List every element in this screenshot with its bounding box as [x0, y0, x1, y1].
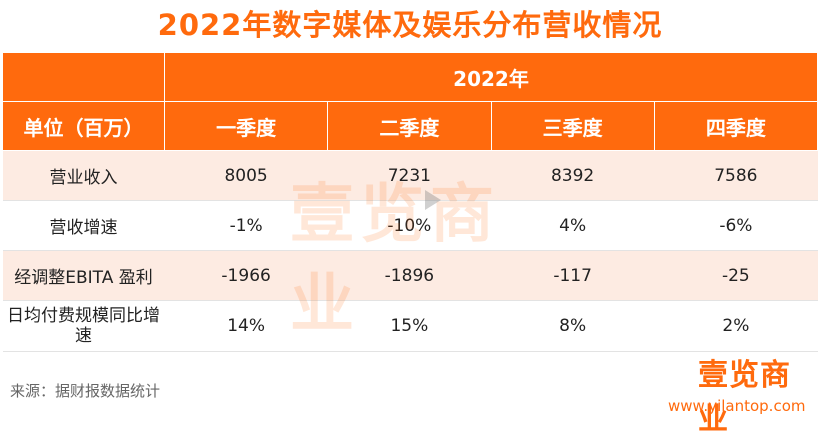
table-row: 日均付费规模同比增速 14% 15% 8% 2% [2, 300, 818, 352]
website-url: www.yilantop.com [668, 397, 806, 415]
row-label: 日均付费规模同比增速 [2, 300, 165, 352]
table-cell: 15% [327, 300, 491, 352]
row-label: 经调整EBITA 盈利 [2, 250, 165, 301]
table-row: 营业收入 8005 7231 8392 7586 [2, 150, 818, 201]
quarter-header-q3: 三季度 [490, 101, 655, 151]
year-header: 2022年 [164, 52, 818, 102]
page-title: 2022年数字媒体及娱乐分布营收情况 [157, 8, 663, 42]
row-label: 营收增速 [2, 200, 165, 251]
table-cell: -1% [164, 200, 328, 251]
table-cell: 8005 [164, 150, 328, 201]
table-cell: 4% [491, 200, 655, 251]
table-corner-cell [2, 52, 165, 102]
quarter-header-q1: 一季度 [163, 101, 329, 151]
unit-header: 单位（百万） [2, 101, 165, 151]
table-cell: 8% [491, 300, 655, 352]
table-cell: -117 [491, 250, 655, 301]
table-header-row: 单位（百万） 一季度 二季度 三季度 四季度 [2, 101, 819, 151]
table-year-row: 2022年 [2, 52, 818, 102]
table-cell: -25 [654, 250, 818, 301]
table-cell: -1896 [327, 250, 491, 301]
table-cell: 14% [164, 300, 328, 352]
row-label: 营业收入 [2, 150, 165, 201]
quarter-header-q2: 二季度 [327, 101, 492, 151]
table-cell: -1966 [164, 250, 328, 301]
table-cell: -10% [327, 200, 491, 251]
table-cell: -6% [654, 200, 818, 251]
table-row: 营收增速 -1% -10% 4% -6% [2, 200, 818, 251]
revenue-table: 2022年 单位（百万） 一季度 二季度 三季度 四季度 营业收入 8005 7… [2, 52, 819, 352]
table-cell: 7231 [327, 150, 491, 201]
table-cell: 7586 [654, 150, 818, 201]
brand-logo: 壹览商业 [698, 358, 791, 437]
quarter-header-q4: 四季度 [653, 101, 819, 151]
table-row: 经调整EBITA 盈利 -1966 -1896 -117 -25 [2, 250, 818, 301]
source-note: 来源：据财报数据统计 [10, 382, 161, 400]
table-cell: 8392 [491, 150, 655, 201]
play-icon [425, 190, 441, 210]
table-cell: 2% [654, 300, 818, 352]
